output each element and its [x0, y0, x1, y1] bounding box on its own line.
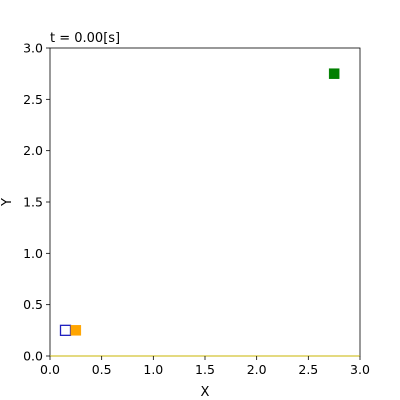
x-tick-label: 2.0	[247, 362, 267, 377]
x-axis-label: X	[201, 385, 210, 400]
filled-square-marker	[70, 325, 82, 336]
y-tick-label: 3.0	[23, 41, 43, 56]
hollow-square-marker	[59, 324, 72, 336]
y-tick-label: 2.0	[23, 143, 43, 158]
x-tick-label: 3.0	[350, 362, 370, 377]
x-tick-label: 2.5	[298, 362, 318, 377]
x-axis-ticks: 0.0 0.5 1.0 1.5 2.0 2.5 3.0	[40, 356, 370, 377]
y-tick-label: 0.5	[23, 297, 43, 312]
x-tick-label: 1.5	[195, 362, 215, 377]
x-tick-label: 0.0	[40, 362, 60, 377]
plot-area	[49, 47, 361, 357]
x-tick-label: 1.0	[143, 362, 163, 377]
filled-square-marker	[328, 68, 340, 79]
chart-title: t = 0.00[s]	[50, 31, 120, 46]
data-markers	[59, 68, 340, 336]
y-axis-label: Y	[0, 198, 15, 207]
x-tick-label: 0.5	[92, 362, 112, 377]
y-tick-label: 0.0	[23, 349, 43, 364]
y-tick-label: 1.0	[23, 246, 43, 261]
y-tick-label: 1.5	[23, 195, 43, 210]
y-axis-ticks: 0.0 0.5 1.0 1.5 2.0 2.5 3.0	[23, 41, 50, 364]
y-tick-label: 2.5	[23, 92, 43, 107]
